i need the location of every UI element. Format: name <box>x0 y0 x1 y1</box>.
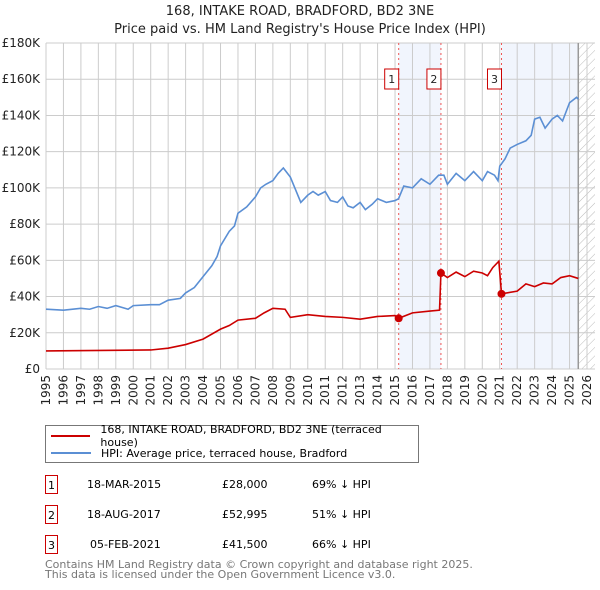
x-tick-label: 1999 <box>109 375 123 406</box>
x-tick-label: 2014 <box>371 375 385 406</box>
legend-item-hpi: HPI: Average price, terraced house, Brad… <box>51 445 347 461</box>
attribution-line-1: Contains HM Land Registry data © Crown c… <box>45 558 473 571</box>
sale-marker-badge <box>486 68 502 90</box>
x-tick-label: 2008 <box>266 375 280 406</box>
x-tick-label: 2006 <box>231 375 245 406</box>
transaction-number: 2 <box>45 505 58 524</box>
y-tick-label: £160K <box>2 72 42 86</box>
x-tick-label: 2020 <box>475 375 489 406</box>
sale-marker-label: 3 <box>491 73 498 86</box>
x-tick-label: 1996 <box>56 375 70 406</box>
transaction-date: 18-MAR-2015 <box>87 478 162 491</box>
transaction-delta: 69% ↓ HPI <box>312 478 371 491</box>
sale-marker-badge <box>426 68 442 90</box>
x-tick-label: 2016 <box>405 375 419 406</box>
x-tick-label: 2015 <box>388 375 402 406</box>
sale-point <box>394 314 403 323</box>
legend: 168, INTAKE ROAD, BRADFORD, BD2 3NE (ter… <box>45 423 419 463</box>
y-tick-label: £100K <box>2 181 42 195</box>
sale-point <box>436 269 445 278</box>
x-tick-label: 2022 <box>510 375 524 406</box>
x-tick-label: 2003 <box>179 375 193 406</box>
y-tick-label: £120K <box>2 145 42 159</box>
x-tick-label: 2010 <box>301 375 315 406</box>
x-tick-label: 2018 <box>440 375 454 406</box>
x-tick-label: 1998 <box>91 375 105 406</box>
property-price-line <box>45 259 579 352</box>
x-tick-label: 2004 <box>196 375 210 406</box>
sale-marker-badge <box>384 68 400 90</box>
chart-title: 168, INTAKE ROAD, BRADFORD, BD2 3NE <box>165 4 435 19</box>
attribution: Contains HM Land Registry data © Crown c… <box>45 558 473 581</box>
x-tick-label: 2000 <box>126 375 140 406</box>
y-tick-label: £40K <box>9 290 41 304</box>
transaction-row: 1 18-MAR-2015 £28,000 69% ↓ HPI <box>45 475 465 495</box>
x-tick-label: 2019 <box>458 375 472 406</box>
x-tick-label: 2023 <box>528 375 542 406</box>
shaded-range <box>398 43 441 369</box>
x-tick-label: 2013 <box>353 375 367 406</box>
transaction-price: £28,000 <box>222 478 268 491</box>
chart-subtitle: Price paid vs. HM Land Registry's House … <box>114 22 486 37</box>
x-tick-label: 2026 <box>580 375 594 406</box>
sale-point <box>497 289 506 298</box>
y-tick-label: £20K <box>9 326 41 340</box>
transaction-date: 18-AUG-2017 <box>87 508 161 521</box>
legend-swatch-blue <box>51 452 91 454</box>
x-tick-label: 2005 <box>214 375 228 406</box>
x-tick-label: 2007 <box>248 375 262 406</box>
x-tick-label: 2025 <box>563 375 577 406</box>
transaction-date: 05-FEB-2021 <box>90 538 161 551</box>
y-tick-label: £0 <box>25 362 40 376</box>
x-tick-label: 2012 <box>336 375 350 406</box>
x-tick-label: 2021 <box>493 375 507 406</box>
x-tick-label: 2002 <box>161 375 175 406</box>
x-tick-label: 2001 <box>144 375 158 406</box>
transaction-number: 3 <box>45 535 58 554</box>
transaction-row: 2 18-AUG-2017 £52,995 51% ↓ HPI <box>45 505 465 525</box>
transaction-delta: 66% ↓ HPI <box>312 538 371 551</box>
transaction-delta: 51% ↓ HPI <box>312 508 371 521</box>
transaction-number: 1 <box>45 475 58 494</box>
y-tick-label: £140K <box>2 108 42 122</box>
x-tick-label: 1997 <box>74 375 88 406</box>
x-tick-label: 2009 <box>283 375 297 406</box>
legend-item-property: 168, INTAKE ROAD, BRADFORD, BD2 3NE (ter… <box>51 423 418 449</box>
transaction-price: £52,995 <box>222 508 268 521</box>
shaded-range <box>501 43 579 369</box>
y-tick-label: £60K <box>9 253 41 267</box>
x-tick-label: 2024 <box>545 375 559 406</box>
hpi-line <box>45 96 579 311</box>
y-tick-label: £80K <box>9 217 41 231</box>
transaction-price: £41,500 <box>222 538 268 551</box>
sale-marker-label: 1 <box>388 73 395 86</box>
chart-canvas: £0 £20K £40K £60K £80K £100K £120K £140K £160K £1… <box>2 36 595 406</box>
x-tick-label: 2011 <box>318 375 332 406</box>
y-tick-label: £180K <box>2 36 42 50</box>
sale-marker-label: 2 <box>430 73 437 86</box>
legend-swatch-red <box>51 435 91 437</box>
transaction-row: 3 05-FEB-2021 £41,500 66% ↓ HPI <box>45 535 465 555</box>
legend-label-property: 168, INTAKE ROAD, BRADFORD, BD2 3NE (ter… <box>100 423 382 449</box>
legend-label-hpi: HPI: Average price, terraced house, Brad… <box>101 446 348 460</box>
attribution-line-2: This data is licensed under the Open Gov… <box>45 568 396 581</box>
x-tick-label: 2017 <box>423 375 437 406</box>
x-tick-label: 1995 <box>39 375 53 406</box>
